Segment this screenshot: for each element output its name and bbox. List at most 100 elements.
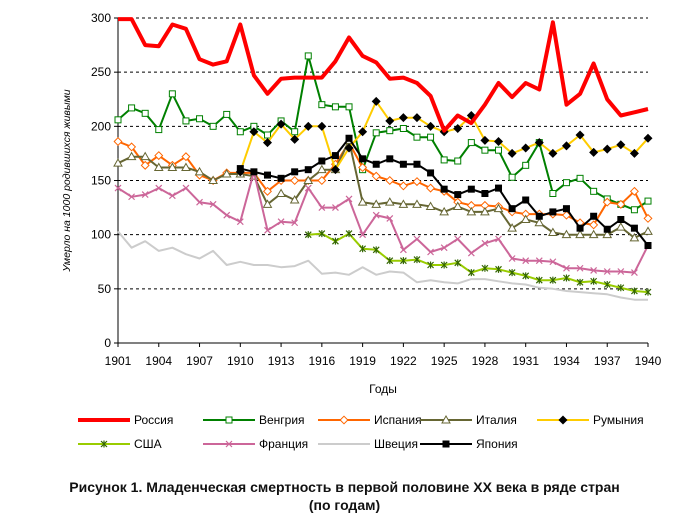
data-point (522, 196, 530, 204)
data-point (494, 136, 504, 147)
data-point (480, 206, 490, 216)
legend-label: Япония (476, 437, 518, 451)
data-point (250, 168, 258, 176)
data-point (318, 157, 326, 165)
data-point (588, 229, 599, 239)
legend-label: Румыния (593, 413, 644, 427)
x-tick-label: 1928 (472, 354, 499, 368)
data-point (357, 197, 368, 206)
data-point (359, 155, 367, 163)
data-point (521, 143, 531, 153)
data-point (412, 177, 422, 187)
data-point (535, 276, 543, 284)
data-point (643, 133, 653, 143)
data-point (495, 265, 502, 273)
y-tick-label: 200 (91, 119, 111, 133)
data-point (426, 121, 436, 131)
x-tick-label: 1931 (512, 354, 539, 368)
data-point (454, 191, 462, 199)
data-point (262, 138, 272, 148)
data-point (399, 160, 407, 168)
series-Венгрия (114, 52, 652, 214)
legend-item: Венгрия (203, 413, 305, 427)
data-point (140, 160, 150, 170)
data-point (603, 225, 611, 233)
y-tick-label: 150 (91, 174, 111, 188)
data-point (290, 175, 300, 186)
data-point (495, 235, 502, 243)
data-point (549, 276, 557, 284)
data-point (276, 188, 286, 197)
x-tick-label: 1910 (227, 354, 254, 368)
legend-marker (225, 416, 233, 424)
data-point (440, 185, 448, 193)
data-point (264, 226, 271, 234)
legend-item: Румыния (537, 413, 644, 427)
data-point (386, 214, 394, 222)
data-point (481, 146, 489, 154)
legend-label: США (134, 437, 162, 451)
data-point (480, 135, 490, 145)
data-point (345, 103, 353, 111)
y-tick-label: 250 (91, 65, 111, 79)
x-tick-label: 1919 (349, 354, 376, 368)
data-point (113, 158, 123, 167)
legend-marker (442, 440, 450, 448)
caption-line-1: Рисунок 1. Младенческая смертность в пер… (69, 479, 620, 495)
data-point (141, 191, 149, 199)
data-point (236, 128, 244, 136)
data-point (602, 229, 613, 239)
data-point (617, 268, 625, 275)
data-point (128, 193, 136, 201)
legend-item: Швеция (318, 437, 418, 451)
data-point (522, 161, 530, 169)
data-point (508, 255, 516, 262)
data-point (522, 272, 530, 280)
data-point (644, 242, 652, 249)
data-point (332, 204, 339, 212)
data-point (398, 199, 409, 208)
figure-caption: Рисунок 1. Младенческая смертность в пер… (0, 478, 689, 514)
y-tick-label: 100 (91, 228, 111, 242)
data-point (590, 187, 598, 195)
data-point (548, 227, 558, 236)
data-point (372, 129, 380, 137)
data-point (561, 141, 571, 151)
series-line (117, 139, 649, 239)
data-point (427, 248, 434, 256)
data-point (316, 164, 327, 174)
x-tick-label: 1937 (594, 354, 621, 368)
series-line (117, 54, 649, 211)
y-tick-label: 300 (91, 11, 111, 25)
data-point (386, 257, 394, 265)
data-point (602, 197, 612, 207)
series-США (304, 230, 652, 296)
data-point (630, 224, 638, 232)
x-axis-title: Годы (369, 382, 397, 396)
data-point (589, 220, 599, 230)
data-point (196, 198, 203, 206)
data-point (371, 171, 381, 181)
data-point (168, 90, 176, 98)
data-point (371, 96, 381, 106)
data-point (290, 134, 300, 144)
data-point (359, 245, 367, 253)
data-point (629, 186, 639, 196)
data-point (303, 175, 314, 184)
x-tick-label: 1904 (145, 354, 172, 368)
y-axis-title: Умерло на 1000 родившихся живыми (61, 89, 73, 272)
data-point (291, 168, 299, 176)
data-point (399, 246, 407, 254)
data-point (168, 192, 176, 200)
data-point (602, 144, 612, 154)
data-point (331, 103, 339, 111)
legend-item: Франция (203, 437, 308, 451)
data-point (467, 249, 475, 257)
legend-label: Швеция (374, 437, 418, 451)
data-point (114, 184, 122, 192)
data-point (452, 201, 463, 210)
x-tick-label: 1922 (390, 354, 417, 368)
data-point (590, 277, 598, 285)
data-point (426, 183, 436, 193)
data-point (425, 201, 436, 210)
